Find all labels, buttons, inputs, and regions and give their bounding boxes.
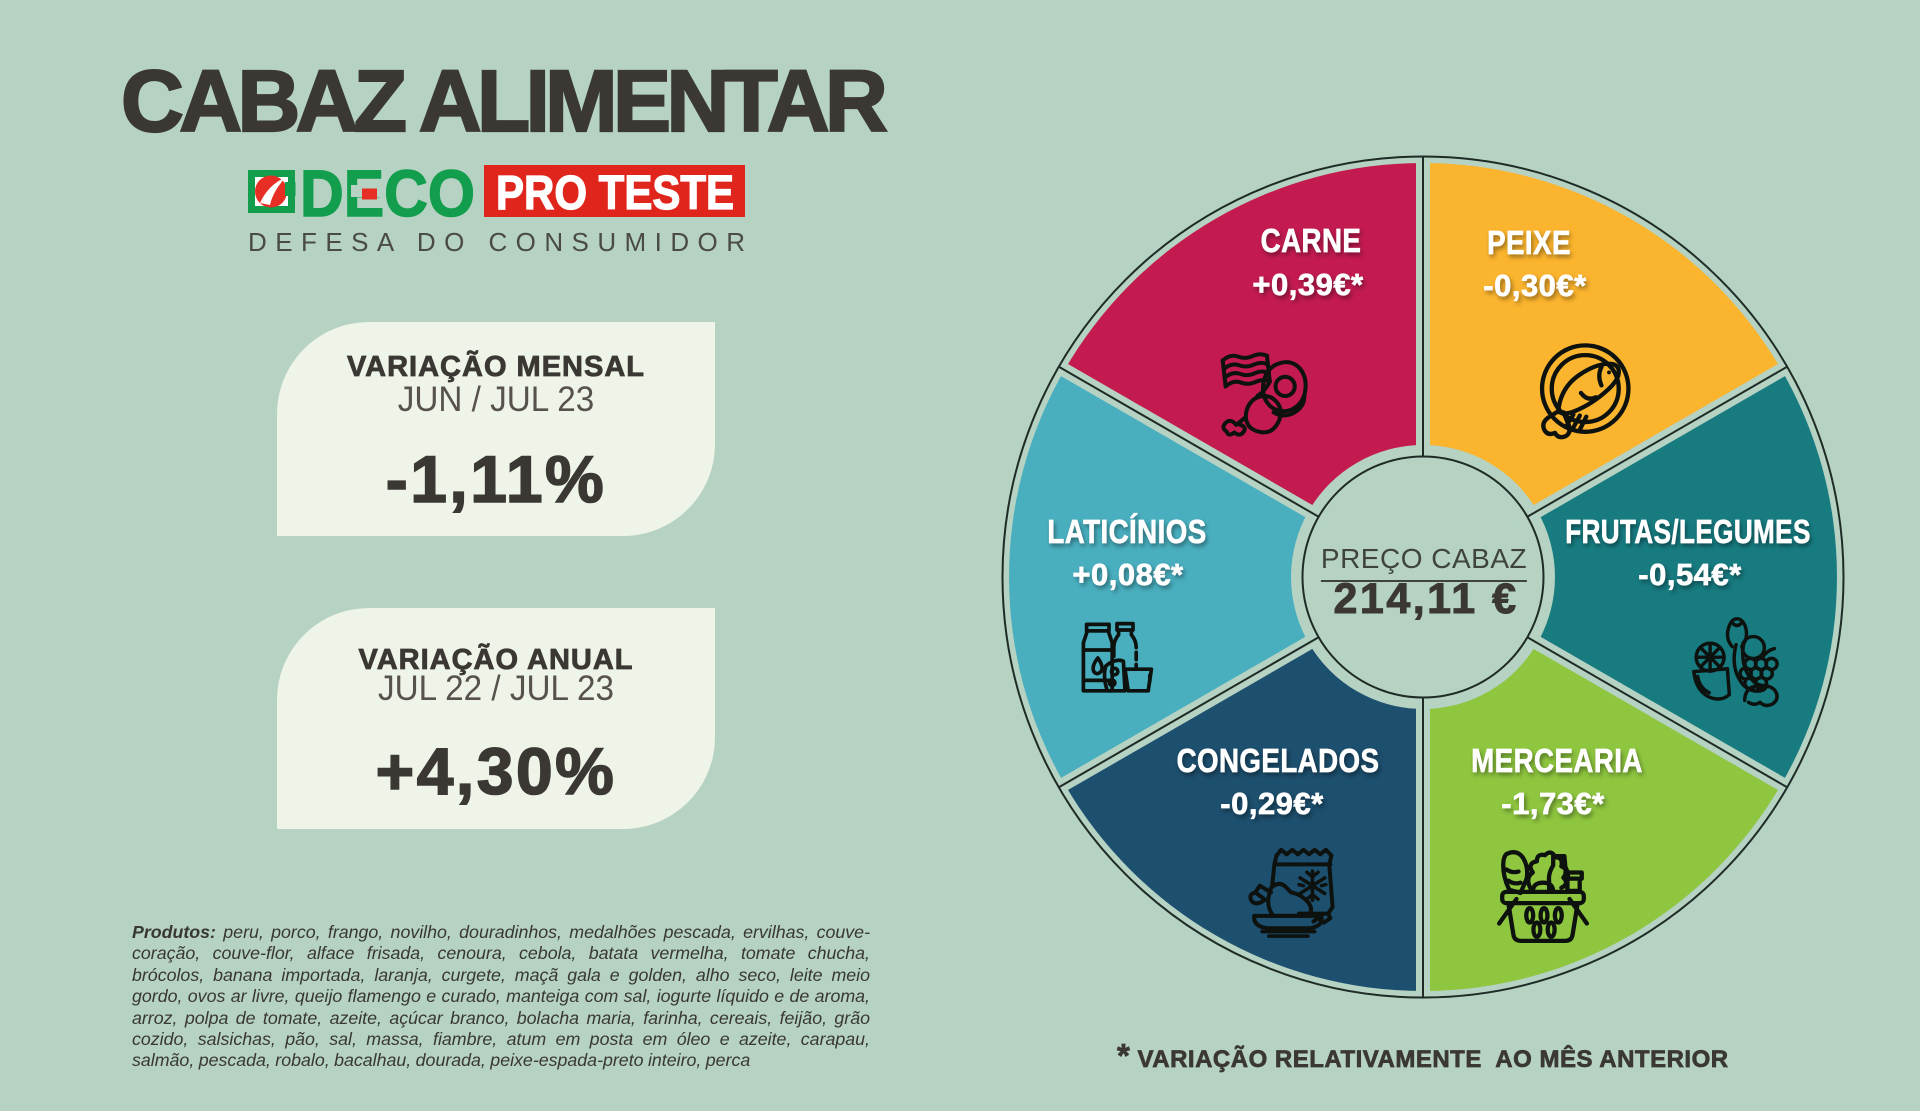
svg-text:DEFESA DO CONSUMIDOR: DEFESA DO CONSUMIDOR [248, 227, 745, 257]
svg-text:PRO TESTE: PRO TESTE [496, 167, 734, 220]
svg-text:DECO: DECO [300, 156, 475, 230]
